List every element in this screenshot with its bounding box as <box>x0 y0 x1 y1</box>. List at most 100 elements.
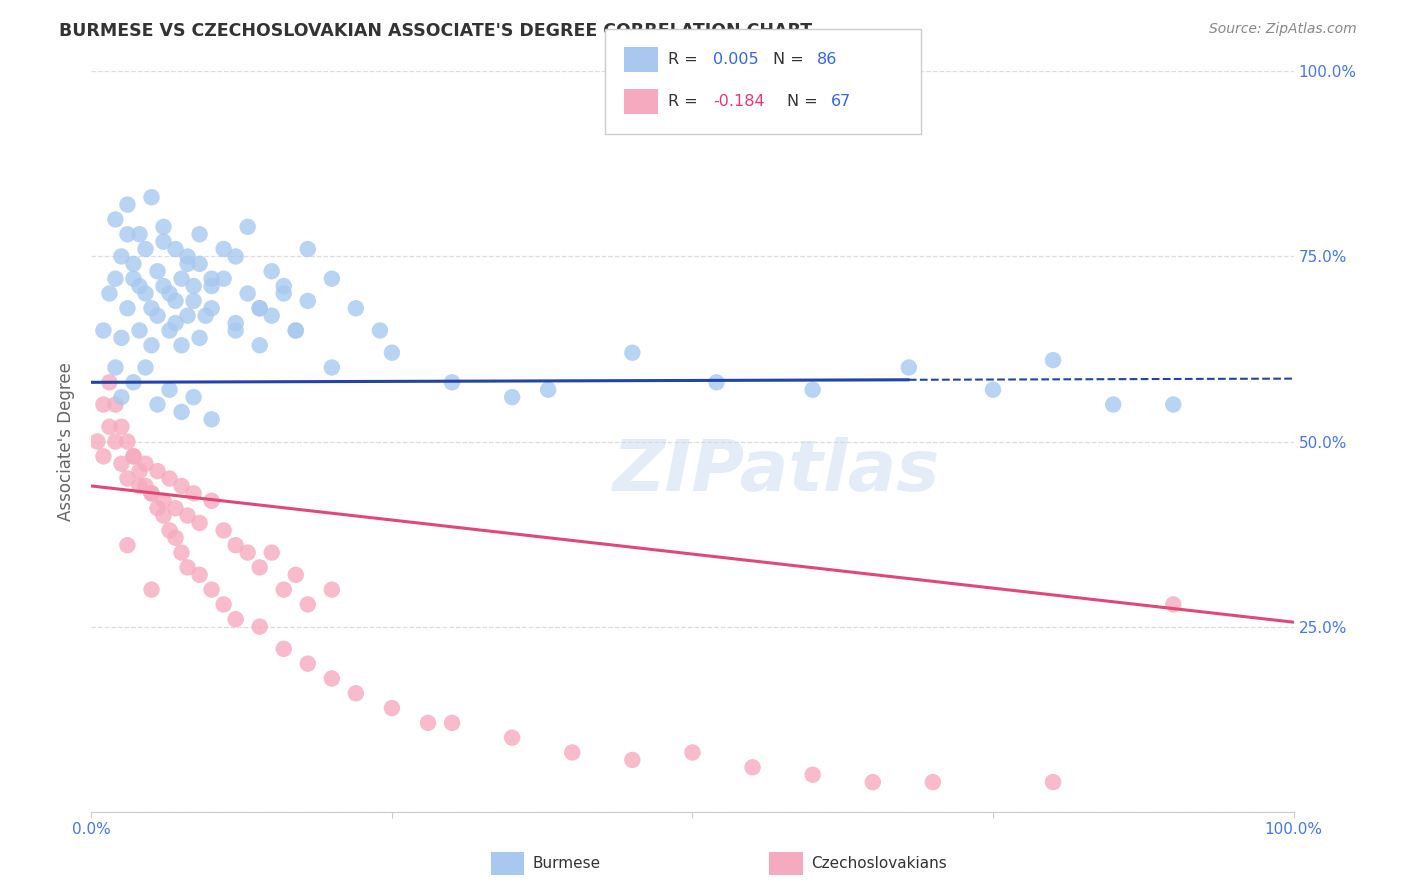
Point <box>183 279 205 293</box>
Point <box>706 376 728 390</box>
Point <box>344 301 367 316</box>
Point <box>98 376 121 390</box>
Point <box>897 360 920 375</box>
Point <box>176 309 198 323</box>
Point <box>159 324 181 338</box>
Point <box>225 316 247 330</box>
Point <box>134 286 156 301</box>
Point <box>249 560 271 574</box>
Point <box>146 464 169 478</box>
Point <box>200 271 222 285</box>
Y-axis label: Associate's Degree: Associate's Degree <box>58 362 76 521</box>
Point <box>128 279 150 293</box>
Point <box>297 598 319 612</box>
Point <box>801 383 824 397</box>
Point <box>134 479 156 493</box>
Point <box>176 250 198 264</box>
Point <box>146 398 169 412</box>
Point <box>225 324 247 338</box>
Point <box>165 501 187 516</box>
Point <box>176 257 198 271</box>
Point <box>152 235 174 249</box>
Point <box>273 279 295 293</box>
Point <box>152 279 174 293</box>
Point <box>128 479 150 493</box>
Point <box>165 531 187 545</box>
Point <box>117 227 139 242</box>
Point <box>321 271 343 285</box>
Point <box>321 360 343 375</box>
Point <box>134 360 156 375</box>
Point <box>93 398 115 412</box>
Point <box>159 524 181 538</box>
Point <box>104 271 127 285</box>
Point <box>128 324 150 338</box>
Point <box>110 390 132 404</box>
Point <box>146 309 169 323</box>
Point <box>321 672 343 686</box>
Point <box>141 582 163 597</box>
Point <box>321 582 343 597</box>
Point <box>381 701 404 715</box>
Point <box>200 301 222 316</box>
Point <box>183 486 205 500</box>
Point <box>249 338 271 352</box>
Point <box>862 775 884 789</box>
Text: 0.005: 0.005 <box>713 53 758 67</box>
Text: Czechoslovakians: Czechoslovakians <box>811 856 948 871</box>
Point <box>621 753 644 767</box>
Point <box>170 405 193 419</box>
Point <box>561 746 583 760</box>
Point <box>141 301 163 316</box>
Point <box>284 324 307 338</box>
Point <box>1102 398 1125 412</box>
Point <box>273 582 295 597</box>
Text: N =: N = <box>773 53 810 67</box>
Point <box>146 501 169 516</box>
Point <box>236 219 259 234</box>
Point <box>122 376 145 390</box>
Point <box>170 271 193 285</box>
Point <box>170 546 193 560</box>
Text: BURMESE VS CZECHOSLOVAKIAN ASSOCIATE'S DEGREE CORRELATION CHART: BURMESE VS CZECHOSLOVAKIAN ASSOCIATE'S D… <box>59 22 813 40</box>
Point <box>273 286 295 301</box>
Point <box>170 338 193 352</box>
Point <box>212 524 235 538</box>
Text: -0.184: -0.184 <box>713 95 765 109</box>
Point <box>141 338 163 352</box>
Point <box>110 419 132 434</box>
Point <box>141 190 163 204</box>
Point <box>188 331 211 345</box>
Point <box>1161 598 1184 612</box>
Point <box>1161 398 1184 412</box>
Point <box>98 286 121 301</box>
Point <box>159 286 181 301</box>
Text: R =: R = <box>668 53 703 67</box>
Point <box>117 197 139 211</box>
Point <box>260 546 283 560</box>
Point <box>681 746 703 760</box>
Point <box>104 212 127 227</box>
Point <box>922 775 945 789</box>
Point <box>200 412 222 426</box>
Point <box>159 383 181 397</box>
Point <box>212 242 235 256</box>
Point <box>381 345 404 359</box>
Text: N =: N = <box>787 95 824 109</box>
Point <box>165 242 187 256</box>
Point <box>416 715 439 730</box>
Point <box>1042 775 1064 789</box>
Point <box>183 390 205 404</box>
Point <box>621 345 644 359</box>
Point <box>183 293 205 308</box>
Point <box>440 376 463 390</box>
Point <box>249 301 271 316</box>
Point <box>122 450 145 464</box>
Text: R =: R = <box>668 95 703 109</box>
Point <box>170 479 193 493</box>
Point <box>741 760 763 774</box>
Point <box>165 293 187 308</box>
Point <box>236 286 259 301</box>
Point <box>368 324 391 338</box>
Point <box>501 731 523 745</box>
